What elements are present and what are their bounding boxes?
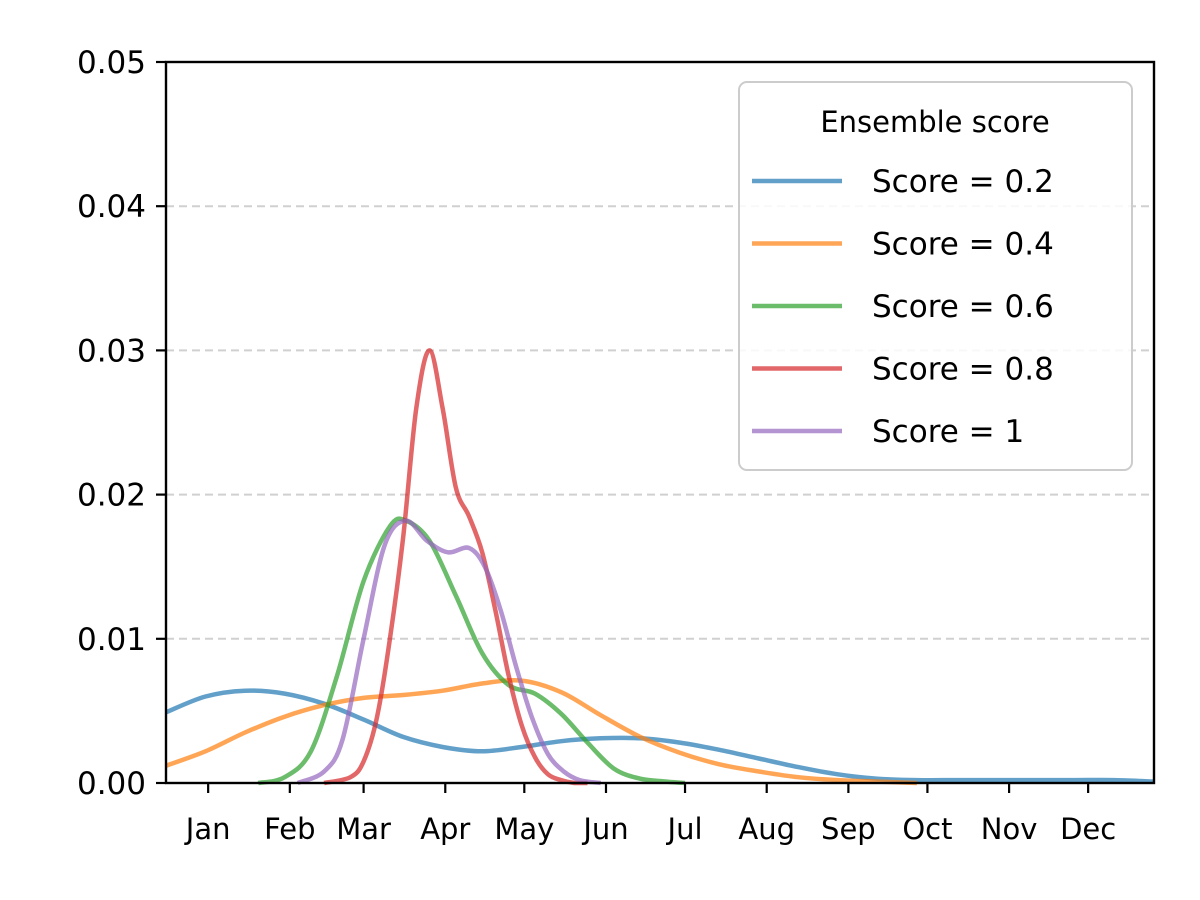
x-tick-label-7: Aug: [738, 812, 795, 846]
legend-label-2: Score = 0.6: [872, 289, 1054, 325]
plot-frame: [164, 60, 1156, 785]
y-axis: 0.00 0.01 0.02 0.03 0.04 0.05: [77, 45, 166, 802]
legend-label-1: Score = 0.4: [872, 227, 1054, 263]
x-tick-label-1: Feb: [264, 812, 315, 846]
x-axis: Jan Feb Mar Apr May Jun Jul Aug Sep Oct Nov Dec: [184, 783, 1116, 846]
x-tick-label-3: Apr: [420, 812, 470, 846]
y-tick-label-1: 0.01: [77, 622, 146, 658]
legend-title: Ensemble score: [820, 105, 1049, 139]
x-tick-label-10: Nov: [981, 812, 1038, 846]
series-line-3: [323, 348, 588, 786]
x-tick-label-0: Jan: [184, 812, 231, 846]
series-line-1: [165, 677, 917, 786]
y-tick-label-4: 0.04: [77, 189, 146, 225]
series-line-0: [165, 688, 1155, 784]
x-tick-label-6: Jul: [666, 812, 703, 846]
legend-box: [738, 81, 1133, 471]
x-tick-label-9: Oct: [902, 812, 952, 846]
x-tick-label-5: Jun: [581, 812, 628, 846]
legend-label-4: Score = 1: [872, 414, 1024, 450]
y-tick-label-5: 0.05: [77, 45, 146, 81]
y-tick-label-0: 0.00: [77, 766, 146, 802]
legend-label-0: Score = 0.2: [872, 164, 1054, 200]
y-tick-label-3: 0.03: [77, 333, 146, 369]
legend-label-3: Score = 0.8: [872, 352, 1054, 388]
series-lines: [165, 348, 1155, 786]
x-tick-label-8: Sep: [821, 812, 876, 846]
y-tick-label-2: 0.02: [77, 478, 146, 514]
x-tick-label-2: Mar: [336, 812, 391, 846]
series-line-2: [257, 516, 686, 786]
legend-items: Score = 0.2 Score = 0.4 Score = 0.6 Score =…: [752, 164, 1054, 450]
x-tick-label-4: May: [494, 812, 554, 846]
x-tick-label-11: Dec: [1060, 812, 1116, 846]
series-line-4: [296, 518, 602, 786]
